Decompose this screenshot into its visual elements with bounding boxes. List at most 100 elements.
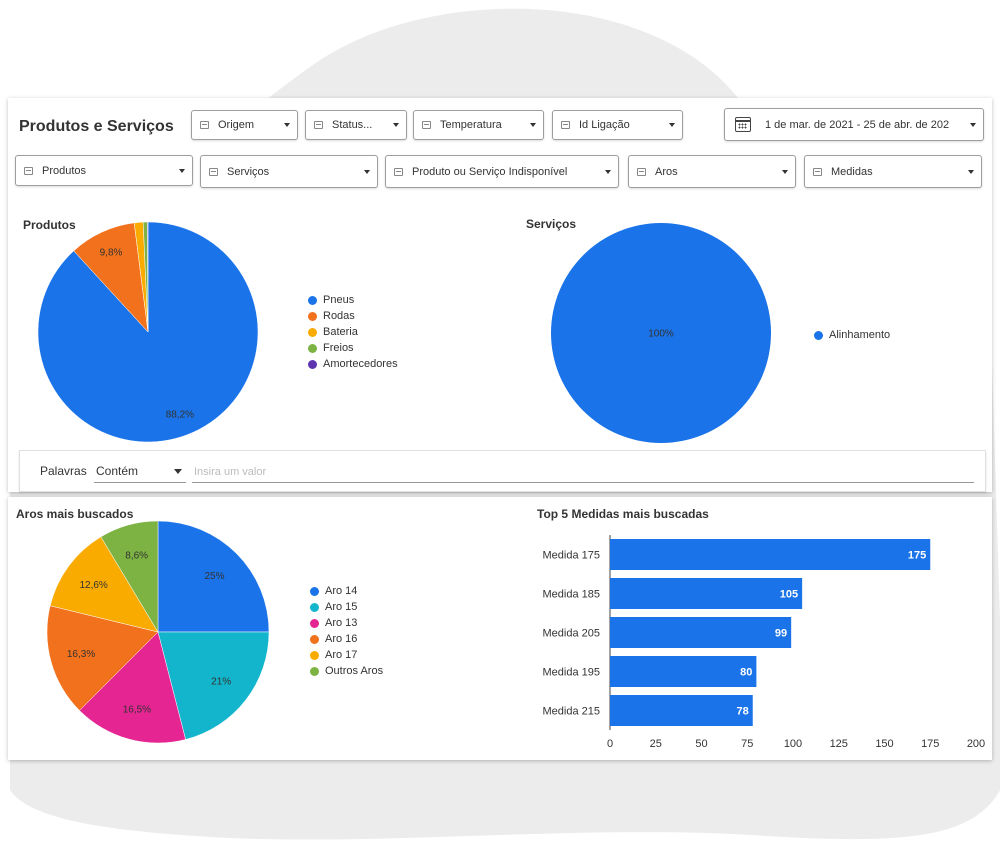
pie-label-aro-15: 21% bbox=[211, 676, 231, 687]
legend-label: Amortecedores bbox=[323, 358, 398, 370]
filter-produto-servico-indisponivel[interactable]: Produto ou Serviço Indisponível bbox=[385, 155, 619, 188]
legend-dot-icon bbox=[308, 327, 317, 337]
bar-medida-195[interactable] bbox=[610, 656, 757, 687]
bar-medida-185[interactable] bbox=[610, 578, 803, 609]
pie-label-aro-16: 16,3% bbox=[67, 649, 95, 660]
legend-label: Outros Aros bbox=[325, 665, 384, 677]
keyword-filter-row: Palavras Contém bbox=[19, 450, 986, 492]
chart-title-medidas: Top 5 Medidas mais buscadas bbox=[537, 507, 709, 521]
filter-id-ligacao[interactable]: Id Ligação bbox=[552, 110, 683, 140]
pie-slice-aro-13[interactable] bbox=[79, 631, 186, 744]
pie-slice-aro-15[interactable] bbox=[157, 631, 270, 740]
legend-item-aro-15[interactable]: Aro 15 bbox=[310, 599, 383, 615]
filter-icon bbox=[422, 121, 431, 129]
legend-dot-icon bbox=[310, 602, 319, 612]
legend-item-aro-16[interactable]: Aro 16 bbox=[310, 631, 383, 647]
filter-temperatura[interactable]: Temperatura bbox=[413, 110, 544, 140]
filter-icon bbox=[813, 167, 822, 176]
filter-produtos[interactable]: Produtos bbox=[15, 155, 193, 186]
bar-category-label: Medida 185 bbox=[543, 589, 601, 601]
filter-icon bbox=[314, 121, 323, 129]
bar-value-label: 78 bbox=[736, 706, 748, 718]
filter-aros[interactable]: Aros bbox=[628, 155, 796, 188]
legend-dot-icon bbox=[310, 666, 319, 676]
caret-down-icon bbox=[364, 169, 370, 174]
filter-medidas-label: Medidas bbox=[831, 165, 873, 178]
chart-title-servicos: Serviços bbox=[526, 217, 577, 231]
filter-icon bbox=[561, 121, 570, 129]
legend-label: Rodas bbox=[323, 310, 355, 322]
pie-slice-aro-17[interactable] bbox=[49, 536, 159, 633]
filter-origem-label: Origem bbox=[218, 119, 255, 131]
legend-label: Alinhamento bbox=[829, 329, 891, 341]
legend-item-freios[interactable]: Freios bbox=[308, 340, 398, 356]
filter-status[interactable]: Status... bbox=[305, 110, 407, 140]
legend-item-outros-aros[interactable]: Outros Aros bbox=[310, 663, 383, 679]
chart-title-produtos: Produtos bbox=[23, 218, 76, 232]
bar-category-label: Medida 175 bbox=[543, 550, 601, 562]
keyword-filter-label: Palavras bbox=[40, 464, 87, 478]
legend-dot-icon bbox=[310, 650, 319, 660]
pie-slice-outros-aros[interactable] bbox=[100, 520, 159, 633]
legend-item-aro-13[interactable]: Aro 13 bbox=[310, 615, 383, 631]
pie-slice-amortecedores[interactable] bbox=[147, 221, 149, 333]
filter-aros-label: Aros bbox=[655, 165, 678, 178]
pie-chart-produtos: 88,2% 9,8% bbox=[38, 221, 259, 443]
filter-servicos[interactable]: Serviços bbox=[200, 155, 378, 188]
pie-slice-alinhamento[interactable] bbox=[551, 223, 771, 443]
legend-label: Bateria bbox=[323, 326, 358, 338]
caret-down-icon bbox=[530, 123, 536, 127]
pie-chart-servicos: 100% bbox=[551, 223, 771, 443]
filter-indisponivel-label: Produto ou Serviço Indisponível bbox=[412, 165, 568, 178]
x-tick-label: 200 bbox=[967, 738, 985, 750]
date-range-picker[interactable]: 1 de mar. de 2021 - 25 de abr. de 202 bbox=[724, 108, 984, 141]
legend-item-aro-14[interactable]: Aro 14 bbox=[310, 583, 383, 599]
bar-medida-215[interactable] bbox=[610, 695, 753, 726]
legend-item-alinhamento[interactable]: Alinhamento bbox=[814, 327, 890, 343]
caret-down-icon bbox=[179, 168, 185, 173]
legend-aros: Aro 14 Aro 15 Aro 13 Aro 16 Aro 17 Outros Aro… bbox=[310, 583, 383, 679]
bar-medida-205[interactable] bbox=[610, 617, 792, 648]
bar-value-label: 175 bbox=[908, 550, 926, 562]
keyword-operator-select[interactable]: Contém bbox=[94, 462, 186, 483]
x-tick-label: 0 bbox=[607, 738, 613, 750]
keyword-value-input[interactable] bbox=[192, 462, 974, 483]
filter-origem[interactable]: Origem bbox=[191, 110, 298, 140]
legend-item-aro-17[interactable]: Aro 17 bbox=[310, 647, 383, 663]
legend-label: Freios bbox=[323, 342, 354, 354]
bar-category-label: Medida 215 bbox=[543, 706, 601, 718]
legend-item-rodas[interactable]: Rodas bbox=[308, 308, 398, 324]
filter-id-ligacao-label: Id Ligação bbox=[579, 119, 630, 131]
legend-item-bateria[interactable]: Bateria bbox=[308, 324, 398, 340]
calendar-icon bbox=[735, 117, 751, 132]
pie-slice-aro-14[interactable] bbox=[157, 520, 270, 633]
pie-label-aro-17: 12,6% bbox=[79, 580, 107, 591]
pie-slice-aro-16[interactable] bbox=[46, 605, 159, 711]
x-tick-label: 50 bbox=[695, 738, 707, 750]
legend-label: Aro 17 bbox=[325, 649, 358, 661]
filter-icon bbox=[394, 167, 403, 176]
x-tick-label: 125 bbox=[830, 738, 848, 750]
filter-icon bbox=[24, 166, 33, 175]
filter-medidas[interactable]: Medidas bbox=[804, 155, 982, 188]
x-tick-label: 150 bbox=[875, 738, 893, 750]
bar-value-label: 80 bbox=[740, 667, 752, 679]
legend-dot-icon bbox=[310, 634, 319, 644]
bar-medida-175[interactable] bbox=[610, 539, 931, 570]
page-title: Produtos e Serviços bbox=[19, 118, 174, 135]
pie-label-outros-aros: 8,6% bbox=[125, 550, 148, 561]
top-panel: Produtos e Serviços Origem Status... Tem… bbox=[8, 98, 992, 492]
bar-chart-medidas: Medida 175 175 Medida 185 105 Medida 205 99 Me… bbox=[543, 535, 985, 750]
bottom-panel: Aros mais buscados 25% 21% 16,5% 16,3% 12,6%… bbox=[8, 497, 992, 760]
bar-value-label: 99 bbox=[775, 628, 787, 640]
caret-down-icon bbox=[968, 169, 974, 174]
legend-dot-icon bbox=[310, 618, 319, 628]
legend-servicos: Alinhamento bbox=[814, 327, 890, 343]
legend-item-pneus[interactable]: Pneus bbox=[308, 292, 398, 308]
filter-servicos-label: Serviços bbox=[227, 165, 270, 178]
legend-produtos: Pneus Rodas Bateria Freios Amortecedores bbox=[308, 292, 398, 372]
legend-item-amortecedores[interactable]: Amortecedores bbox=[308, 356, 398, 372]
caret-down-icon bbox=[393, 123, 399, 127]
pie-label-aro-13: 16,5% bbox=[123, 705, 151, 716]
pie-chart-aros: 25% 21% 16,5% 16,3% 12,6% 8,6% bbox=[46, 520, 270, 744]
